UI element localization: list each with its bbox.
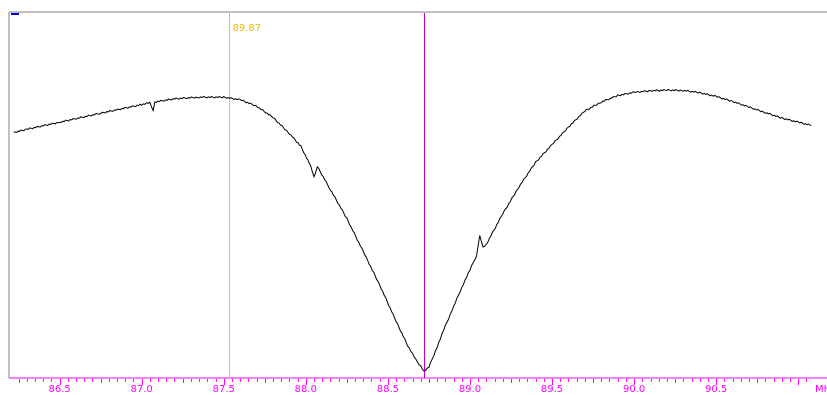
x-tick-label: 86.5 [48,384,70,395]
x-tick-label: 89.5 [541,384,563,395]
x-tick-label: 88.5 [377,384,399,395]
marker-lines[interactable]: 89.87 [229,13,425,378]
x-tick-label: 88.0 [295,384,317,395]
spectrum-trace [13,88,812,372]
marker-readout-label: 89.87 [233,23,262,34]
x-axis-unit-label: MH [815,384,827,395]
x-tick-label: 90.0 [623,384,645,395]
x-tick-label: 87.5 [213,384,235,395]
x-axis [9,377,827,385]
x-tick-label: 90.5 [705,384,727,395]
x-tick-labels: 86.5 87.0 87.5 88.0 88.5 89.0 89.5 90.0 90.5 MH [48,384,827,395]
x-tick-label: 87.0 [131,384,153,395]
x-tick-label: 89.0 [459,384,481,395]
